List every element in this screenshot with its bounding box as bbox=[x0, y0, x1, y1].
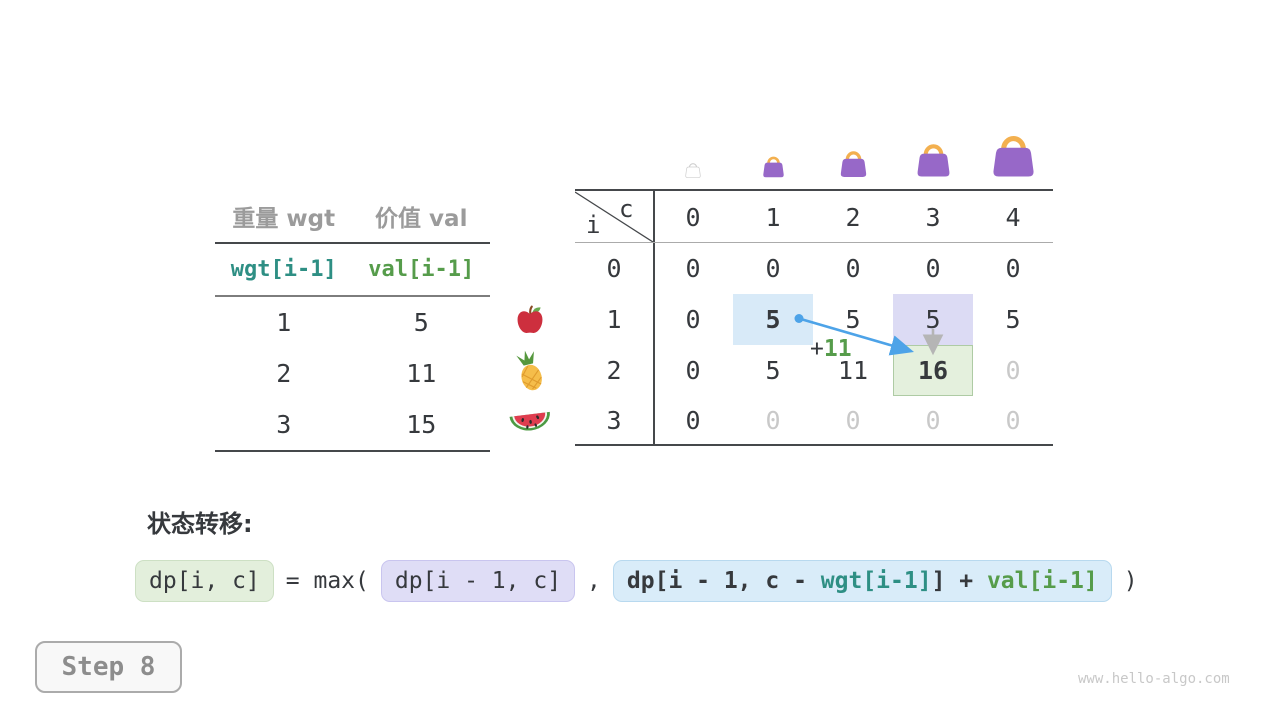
dp-cell-i2-c1: 5 bbox=[765, 356, 781, 385]
dp-row-header-2: 2 bbox=[606, 356, 622, 385]
items-table-row-2: 2 11 bbox=[215, 348, 490, 399]
watermark: www.hello-algo.com bbox=[1078, 671, 1230, 687]
bag-outline-icon bbox=[684, 161, 702, 178]
corner-diagonal-line bbox=[575, 191, 653, 242]
bag-large-icon bbox=[914, 140, 953, 178]
item-weight-value: 2 bbox=[276, 359, 292, 388]
item-value-value: 5 bbox=[413, 308, 429, 337]
dp-cell-i0-c1: 0 bbox=[765, 254, 781, 283]
watermelon-icon bbox=[506, 404, 554, 438]
dp-cell-i3-c3: 0 bbox=[925, 405, 941, 435]
dp-col-header-3: 3 bbox=[925, 202, 941, 232]
state-transition-formula: dp[i, c] = max( dp[i - 1, c] , dp[i - 1,… bbox=[135, 558, 1138, 604]
dp-table-divider bbox=[653, 191, 655, 444]
col-variable-label: c bbox=[619, 195, 634, 223]
state-transition-label: 状态转移: bbox=[147, 510, 253, 538]
dp-cell-i1-c0: 0 bbox=[685, 305, 701, 334]
row-variable-label: i bbox=[586, 211, 601, 239]
dp-cell-i2-c2: 11 bbox=[837, 356, 869, 385]
items-table-header: 重量 wgt 价值 val bbox=[215, 189, 490, 244]
items-table-row-3: 3 15 bbox=[215, 399, 490, 450]
dp-cell-i2-c4: 0 bbox=[1005, 356, 1021, 385]
weight-column-header: 重量 wgt bbox=[232, 205, 336, 232]
equals-max-text: = max( bbox=[285, 568, 369, 594]
formula-part: ] + bbox=[931, 568, 987, 594]
value-column-header: 价值 val bbox=[375, 205, 468, 232]
dp-cell-i1-c4: 5 bbox=[1005, 305, 1021, 334]
dp-current-chip: dp[i, c] bbox=[135, 560, 274, 602]
dp-cell-i2-c3: 16 bbox=[893, 345, 973, 396]
added-value: 11 bbox=[823, 336, 852, 362]
dp-cell-i0-c4: 0 bbox=[1005, 254, 1021, 283]
dp-row-header-0: 0 bbox=[606, 254, 622, 283]
dp-cell-i3-c0: 0 bbox=[685, 405, 701, 435]
pineapple-icon bbox=[511, 349, 549, 393]
dp-cell-i3-c2: 0 bbox=[845, 405, 861, 435]
bag-xlarge-icon bbox=[989, 131, 1038, 178]
dp-cell-i0-c2: 0 bbox=[845, 254, 861, 283]
bag-small-icon bbox=[761, 154, 786, 178]
dp-table: c i 0 1 2 3 4 0 1 2 3 0 0 0 0 0 0 5 5 5 5 0 5 11 16 0 0 0 0 0 0 bbox=[575, 189, 1053, 446]
formula-part: wgt[i-1] bbox=[820, 568, 932, 594]
dp-col-header-0: 0 bbox=[685, 202, 701, 232]
item-weight-value: 3 bbox=[276, 410, 292, 439]
dp-header-underline bbox=[575, 242, 1053, 243]
bag-medium-icon bbox=[838, 148, 869, 178]
transition-value-annotation: +11 bbox=[810, 336, 852, 362]
dp-col-header-4: 4 bbox=[1005, 202, 1021, 232]
close-paren-text: ) bbox=[1123, 568, 1138, 594]
dp-row-header-1: 1 bbox=[606, 305, 622, 334]
dp-cell-i1-c3: 5 bbox=[893, 294, 973, 345]
items-table-body: 1 5 2 11 3 15 bbox=[215, 297, 490, 450]
item-value-value: 15 bbox=[406, 410, 437, 439]
dp-cell-i3-c1: 0 bbox=[765, 405, 781, 435]
dp-cell-i1-c1: 5 bbox=[733, 294, 813, 345]
dp-skip-chip: dp[i - 1, c] bbox=[380, 560, 576, 602]
item-value-value: 11 bbox=[406, 359, 437, 388]
dp-col-header-2: 2 bbox=[845, 202, 861, 232]
dp-cell-i0-c3: 0 bbox=[925, 254, 941, 283]
dp-row-header-3: 3 bbox=[606, 405, 622, 435]
apple-icon bbox=[514, 304, 546, 336]
items-table: 重量 wgt 价值 val wgt[i-1] val[i-1] 1 5 2 11 3 15 bbox=[215, 189, 490, 452]
dp-take-chip: dp[i - 1, c - wgt[i-1]] + val[i-1] bbox=[612, 560, 1112, 602]
dp-cell-i3-c4: 0 bbox=[1005, 405, 1021, 435]
dp-cell-i0-c0: 0 bbox=[685, 254, 701, 283]
plus-sign: + bbox=[810, 336, 824, 362]
comma-text: , bbox=[587, 568, 601, 594]
formula-part: val[i-1] bbox=[986, 568, 1098, 594]
formula-part: dp[i - 1, c - bbox=[626, 568, 821, 594]
items-table-formula-row: wgt[i-1] val[i-1] bbox=[215, 244, 490, 297]
val-formula-label: val[i-1] bbox=[368, 257, 475, 282]
dp-col-header-1: 1 bbox=[765, 202, 781, 232]
item-weight-value: 1 bbox=[276, 308, 292, 337]
step-badge[interactable]: Step 8 bbox=[35, 641, 182, 693]
dp-cell-i2-c0: 0 bbox=[685, 356, 701, 385]
wgt-formula-label: wgt[i-1] bbox=[230, 257, 337, 282]
